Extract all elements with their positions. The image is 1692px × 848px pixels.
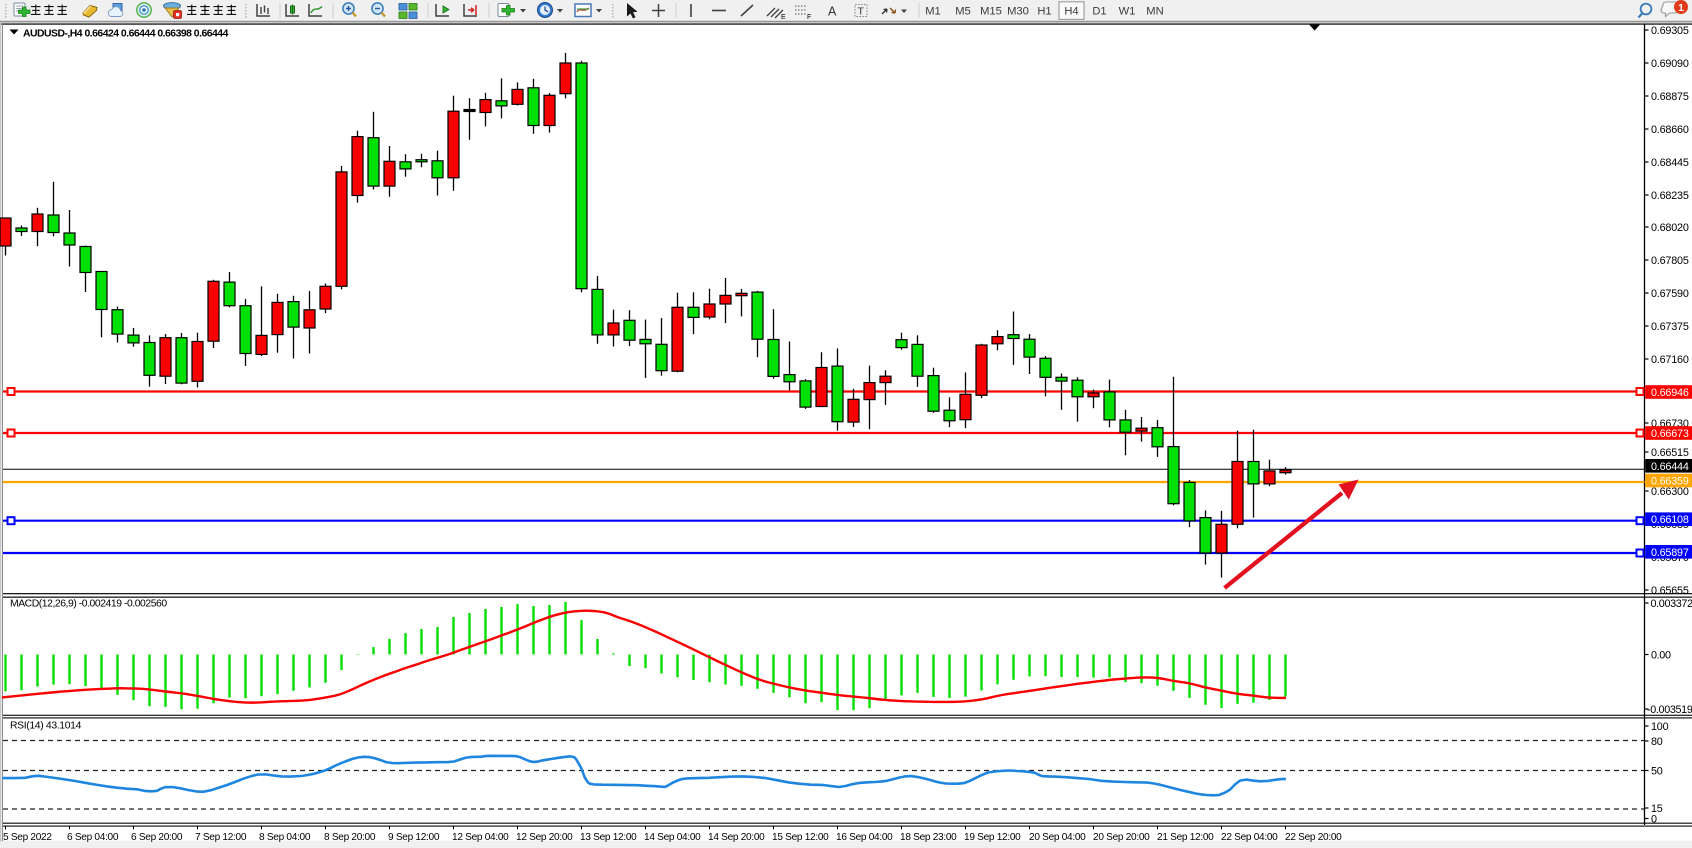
svg-text:1: 1 xyxy=(1678,2,1684,14)
svg-text:0.68235: 0.68235 xyxy=(1651,190,1689,202)
svg-text:18 Sep 23:00: 18 Sep 23:00 xyxy=(900,832,957,843)
svg-text:D1: D1 xyxy=(1092,6,1106,18)
svg-text:0.66359: 0.66359 xyxy=(1651,476,1689,488)
svg-text:0.67160: 0.67160 xyxy=(1651,354,1689,366)
svg-text:8 Sep 04:00: 8 Sep 04:00 xyxy=(259,832,311,843)
svg-text:0.66300: 0.66300 xyxy=(1651,486,1689,498)
svg-text:6 Sep 04:00: 6 Sep 04:00 xyxy=(67,832,119,843)
svg-text:RSI(14) 43.1014: RSI(14) 43.1014 xyxy=(10,721,82,732)
svg-text:80: 80 xyxy=(1651,736,1663,748)
svg-text:AUDUSD-,H4 0.66424 0.66444 0.: AUDUSD-,H4 0.66424 0.66444 0.66398 0.664… xyxy=(23,29,229,40)
svg-text:12 Sep 20:00: 12 Sep 20:00 xyxy=(516,832,573,843)
svg-text:14 Sep 04:00: 14 Sep 04:00 xyxy=(644,832,701,843)
svg-text:14 Sep 20:00: 14 Sep 20:00 xyxy=(708,832,765,843)
svg-text:MN: MN xyxy=(1146,6,1163,18)
svg-text:0.66673: 0.66673 xyxy=(1651,428,1689,440)
svg-text:H4: H4 xyxy=(1064,6,1078,18)
svg-text:21 Sep 12:00: 21 Sep 12:00 xyxy=(1157,832,1214,843)
svg-text:0.68875: 0.68875 xyxy=(1651,91,1689,103)
svg-text:9 Sep 12:00: 9 Sep 12:00 xyxy=(388,832,440,843)
svg-text:H1: H1 xyxy=(1037,6,1051,18)
svg-text:0.67590: 0.67590 xyxy=(1651,288,1689,300)
svg-text:16 Sep 04:00: 16 Sep 04:00 xyxy=(836,832,893,843)
svg-text:0.68660: 0.68660 xyxy=(1651,124,1689,136)
svg-text:MACD(12,26,9) -0.002419 -0.002: MACD(12,26,9) -0.002419 -0.002560 xyxy=(10,599,167,610)
svg-text:M1: M1 xyxy=(925,6,941,18)
svg-text:M15: M15 xyxy=(980,6,1002,18)
svg-text:0.66515: 0.66515 xyxy=(1651,447,1689,459)
svg-text:T: T xyxy=(858,6,865,18)
svg-text:0.65655: 0.65655 xyxy=(1651,585,1689,597)
svg-text:E: E xyxy=(781,14,786,21)
svg-text:0.00: 0.00 xyxy=(1651,650,1671,662)
svg-text:0.66108: 0.66108 xyxy=(1651,514,1689,526)
svg-text:0.67805: 0.67805 xyxy=(1651,255,1689,267)
svg-text:M5: M5 xyxy=(955,6,971,18)
svg-text:20 Sep 04:00: 20 Sep 04:00 xyxy=(1029,832,1086,843)
svg-text:0.65897: 0.65897 xyxy=(1651,547,1689,559)
svg-text:19 Sep 12:00: 19 Sep 12:00 xyxy=(964,832,1021,843)
svg-text:0.68020: 0.68020 xyxy=(1651,222,1689,234)
svg-text:A: A xyxy=(828,5,837,19)
svg-text:W1: W1 xyxy=(1119,6,1136,18)
svg-text:7 Sep 12:00: 7 Sep 12:00 xyxy=(195,832,247,843)
svg-text:22 Sep 04:00: 22 Sep 04:00 xyxy=(1221,832,1278,843)
svg-text:22 Sep 20:00: 22 Sep 20:00 xyxy=(1285,832,1342,843)
svg-text:15 Sep 12:00: 15 Sep 12:00 xyxy=(772,832,829,843)
svg-text:0.003372: 0.003372 xyxy=(1651,598,1692,610)
svg-text:0.69305: 0.69305 xyxy=(1651,25,1689,37)
svg-text:0.66946: 0.66946 xyxy=(1651,387,1689,399)
svg-text:5 Sep 2022: 5 Sep 2022 xyxy=(3,832,52,843)
svg-text:-0.003519: -0.003519 xyxy=(1647,704,1692,716)
svg-text:0.69090: 0.69090 xyxy=(1651,58,1689,70)
svg-text:15: 15 xyxy=(1651,803,1663,815)
svg-text:50: 50 xyxy=(1651,766,1663,778)
svg-text:100: 100 xyxy=(1651,721,1669,733)
svg-text:13 Sep 12:00: 13 Sep 12:00 xyxy=(580,832,637,843)
svg-text:12 Sep 04:00: 12 Sep 04:00 xyxy=(452,832,509,843)
svg-text:20 Sep 20:00: 20 Sep 20:00 xyxy=(1093,832,1150,843)
svg-text:6 Sep 20:00: 6 Sep 20:00 xyxy=(131,832,183,843)
svg-text:0.66444: 0.66444 xyxy=(1651,461,1689,473)
svg-text:8 Sep 20:00: 8 Sep 20:00 xyxy=(324,832,376,843)
svg-text:0.68445: 0.68445 xyxy=(1651,157,1689,169)
svg-text:M30: M30 xyxy=(1007,6,1029,18)
svg-text:0: 0 xyxy=(1651,814,1657,826)
svg-text:0.67375: 0.67375 xyxy=(1651,321,1689,333)
svg-text:F: F xyxy=(807,14,811,21)
